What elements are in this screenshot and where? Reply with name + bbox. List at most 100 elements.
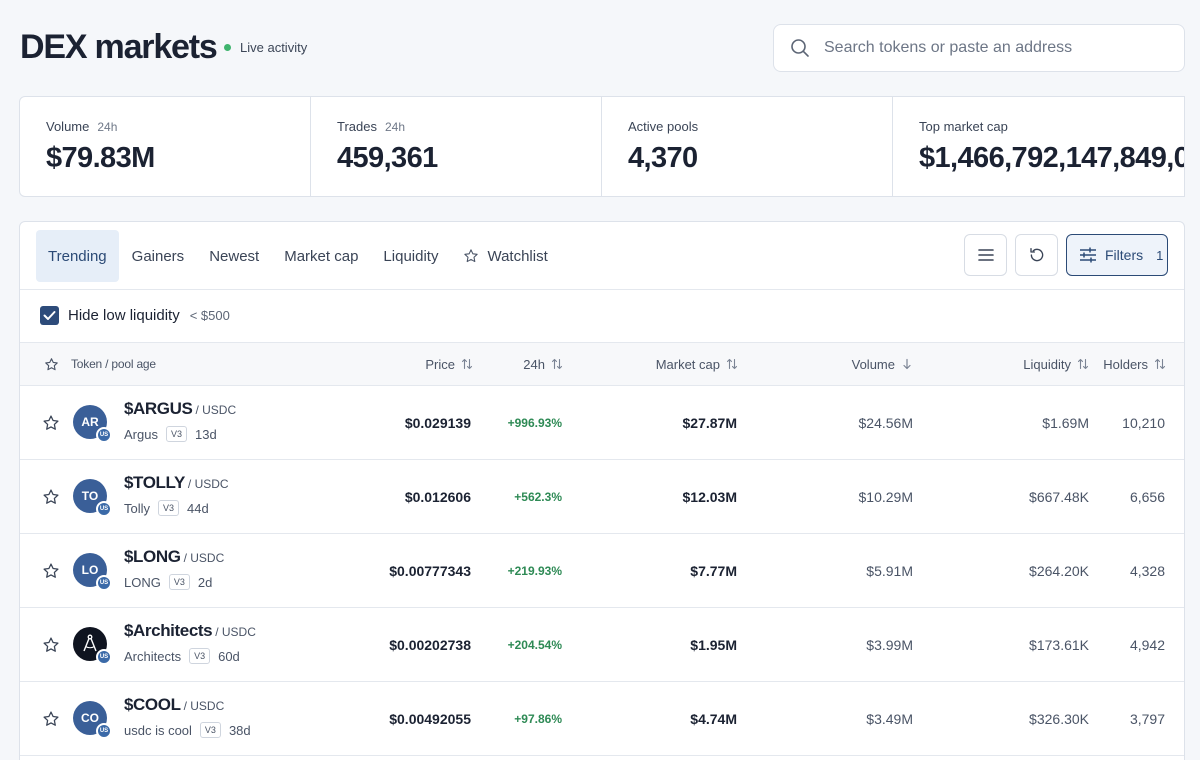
- tab-watchlist[interactable]: Watchlist: [451, 230, 559, 282]
- column-label: Market cap: [655, 356, 720, 372]
- pool-version-badge: V3: [199, 722, 221, 738]
- filters-count: 1: [1156, 247, 1164, 263]
- stat-trades: Trades 24h 459,361: [311, 97, 602, 196]
- holders-cell: 4,942: [1129, 637, 1165, 653]
- low-liquidity-filter: Hide low liquidity < $500: [40, 306, 230, 325]
- token-pair: / USDC: [183, 551, 225, 565]
- toolbar: Filters 1: [964, 234, 1168, 276]
- pool-version-badge: V3: [158, 500, 180, 516]
- sliders-icon: [1080, 247, 1096, 263]
- search-box[interactable]: [773, 24, 1185, 72]
- list-view-button[interactable]: [964, 234, 1007, 276]
- hide-low-liquidity-label[interactable]: Hide low liquidity: [68, 307, 180, 324]
- price-cell: $0.00777343: [389, 563, 471, 579]
- table-row[interactable]: US $Architects / USDC Architects V3 60d $0.…: [20, 608, 1184, 682]
- volume-cell: $3.49M: [866, 711, 913, 727]
- favorite-star-icon[interactable]: [42, 682, 60, 756]
- price-cell: $0.00492055: [389, 711, 471, 727]
- header-star-icon[interactable]: [44, 343, 59, 385]
- stat-value: 459,361: [337, 142, 438, 174]
- column-price[interactable]: Price: [425, 343, 473, 385]
- favorite-star-icon[interactable]: [42, 608, 60, 682]
- tab-gainers[interactable]: Gainers: [131, 247, 185, 265]
- page-title: DEX markets: [20, 28, 218, 66]
- pool-version-badge: V3: [168, 574, 190, 590]
- token-symbol[interactable]: $ARGUS: [124, 399, 193, 418]
- page-header: DEX markets Live activity: [20, 24, 1185, 72]
- stat-value: $1,466,792,147,849,06: [919, 142, 1185, 174]
- market-cap-cell: $4.74M: [690, 711, 737, 727]
- token-symbol[interactable]: $LONG: [124, 547, 181, 566]
- column-holders[interactable]: Holders: [1103, 343, 1166, 385]
- table-row[interactable]: LO US $LONG / USDC LONG V3 2d $0.00777343 +…: [20, 534, 1184, 608]
- pool-version-badge: V3: [189, 648, 211, 664]
- change-cell: +204.54%: [507, 638, 562, 652]
- market-cap-cell: $1.95M: [690, 637, 737, 653]
- token-name: usdc is cool: [124, 722, 192, 738]
- sort-icon: [551, 358, 563, 370]
- favorite-star-icon[interactable]: [42, 386, 60, 460]
- token-symbol[interactable]: $Architects: [124, 621, 213, 640]
- token-pair: / USDC: [187, 477, 229, 491]
- holders-cell: 4,328: [1129, 563, 1165, 579]
- stat-label: Trades: [337, 119, 377, 134]
- tab-liquidity[interactable]: Liquidity: [383, 247, 439, 265]
- table-row[interactable]: TO US $TOLLY / USDC Tolly V3 44d $0.012606 …: [20, 460, 1184, 534]
- liquidity-cell: $326.30K: [1029, 711, 1089, 727]
- column-label: Volume: [851, 356, 895, 372]
- column-volume[interactable]: Volume: [852, 343, 913, 385]
- pool-age: 38d: [228, 722, 251, 738]
- table-row[interactable]: AR US $ARGUS / USDC Argus V3 13d $0.029139 …: [20, 386, 1184, 460]
- chain-badge-icon: US: [96, 575, 112, 591]
- chain-badge-icon: US: [96, 723, 112, 739]
- stat-volume: Volume 24h $79.83M: [20, 97, 311, 196]
- token-avatar: LO: [73, 553, 107, 587]
- stat-label: Top market cap: [919, 119, 1008, 134]
- column-liquidity[interactable]: Liquidity: [1023, 343, 1089, 385]
- favorite-star-icon[interactable]: [42, 460, 60, 534]
- liquidity-cell: $173.61K: [1029, 637, 1089, 653]
- pool-age: 13d: [194, 426, 217, 442]
- chain-badge-icon: US: [96, 501, 112, 517]
- tab-market-cap[interactable]: Market cap: [284, 247, 359, 265]
- column-label: Holders: [1103, 356, 1148, 372]
- column-market-cap[interactable]: Market cap: [656, 343, 738, 385]
- sort-desc-icon: [901, 358, 913, 370]
- token-name: Architects: [124, 648, 182, 664]
- live-activity-indicator: Live activity: [224, 40, 307, 55]
- favorite-star-icon[interactable]: [42, 534, 60, 608]
- liquidity-cell: $264.20K: [1029, 563, 1089, 579]
- markets-panel: Trending Gainers Newest Market cap Liqui…: [19, 221, 1185, 760]
- refresh-button[interactable]: [1015, 234, 1058, 276]
- sort-icon: [461, 358, 473, 370]
- hide-low-liquidity-checkbox[interactable]: [40, 306, 59, 325]
- change-cell: +996.93%: [507, 416, 562, 430]
- column-24h[interactable]: 24h: [523, 343, 563, 385]
- tab-newest[interactable]: Newest: [209, 247, 260, 265]
- holders-cell: 10,210: [1122, 415, 1165, 431]
- tab-trending[interactable]: Trending: [36, 230, 119, 282]
- volume-cell: $3.99M: [866, 637, 913, 653]
- token-symbol[interactable]: $TOLLY: [124, 473, 185, 492]
- check-icon: [43, 311, 56, 320]
- table-header: Token / pool age Price 24h Market cap Vo…: [20, 342, 1184, 386]
- price-cell: $0.029139: [404, 415, 471, 431]
- chain-badge-icon: US: [96, 649, 112, 665]
- sort-icon: [1154, 358, 1166, 370]
- filters-button[interactable]: Filters 1: [1066, 234, 1168, 276]
- table-row[interactable]: CO US $COOL / USDC usdc is cool V3 38d $0.0…: [20, 682, 1184, 756]
- stat-value: 4,370: [628, 142, 698, 174]
- stat-sub: 24h: [384, 120, 406, 134]
- stat-top-market-cap: Top market cap $1,466,792,147,849,06: [893, 97, 1184, 196]
- live-activity-label: Live activity: [240, 40, 308, 55]
- token-name: LONG: [124, 574, 161, 590]
- column-label: 24h: [523, 356, 545, 372]
- filters-label: Filters: [1105, 247, 1144, 263]
- search-input[interactable]: [824, 39, 1154, 57]
- refresh-icon: [1029, 247, 1043, 262]
- sort-icon: [1077, 358, 1089, 370]
- token-symbol[interactable]: $COOL: [124, 695, 181, 714]
- stat-label: Volume: [46, 119, 90, 134]
- menu-icon: [977, 249, 994, 261]
- volume-cell: $5.91M: [866, 563, 913, 579]
